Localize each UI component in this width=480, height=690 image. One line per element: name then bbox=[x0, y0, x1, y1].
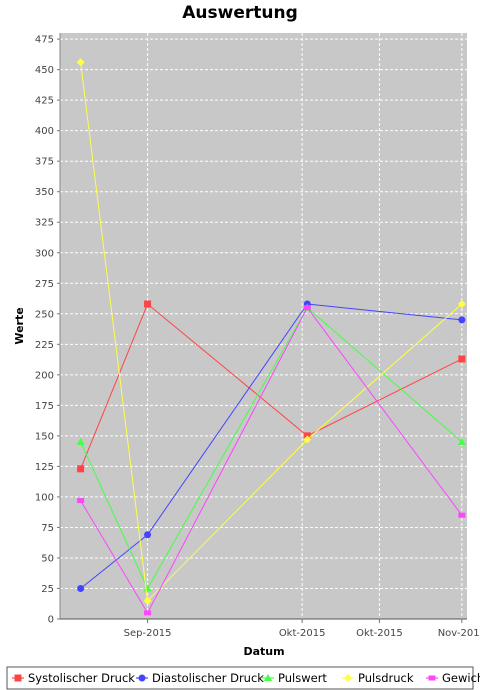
data-point-gewicht bbox=[458, 512, 466, 518]
y-tick-label: 250 bbox=[35, 309, 54, 320]
x-tick-label: Okt-2015 bbox=[279, 628, 326, 639]
series-line-systolischer-druck bbox=[80, 303, 463, 470]
series-line-pulsdruck bbox=[80, 62, 463, 602]
series-layer bbox=[76, 58, 466, 616]
y-tick-label: 275 bbox=[35, 279, 54, 290]
legend-label: Systolischer Druck bbox=[28, 671, 135, 685]
y-tick-label: 25 bbox=[41, 584, 54, 595]
legend-swatch-marker bbox=[344, 674, 352, 682]
legend-swatch-marker bbox=[138, 674, 146, 682]
legend-items: Systolischer Druck Diastolischer Druck Pul… bbox=[12, 671, 480, 685]
legend-label: Gewicht bbox=[442, 671, 480, 685]
y-tick-label: 425 bbox=[35, 96, 54, 107]
legend-item-pulswert: Pulswert bbox=[262, 671, 327, 685]
y-axis-label: Werte bbox=[13, 307, 26, 344]
data-point-pulswert bbox=[76, 437, 85, 445]
data-point-systolischer-druck bbox=[144, 300, 152, 308]
y-tick-label: 0 bbox=[48, 615, 54, 626]
data-point-gewicht bbox=[303, 305, 311, 311]
y-tick-label: 150 bbox=[35, 431, 54, 442]
legend-label: Diastolischer Druck bbox=[152, 671, 264, 685]
series-pulsdruck bbox=[76, 58, 466, 605]
legend-item-diastolischer-druck: Diastolischer Druck bbox=[136, 671, 264, 685]
data-point-diastolischer-druck bbox=[77, 584, 85, 592]
legend-item-gewicht: Gewicht bbox=[426, 671, 480, 685]
y-tick-label: 200 bbox=[35, 370, 54, 381]
y-tick-label: 350 bbox=[35, 187, 54, 198]
data-point-pulswert bbox=[143, 584, 152, 592]
y-tick-label: 475 bbox=[35, 35, 54, 46]
data-point-diastolischer-druck bbox=[458, 316, 466, 324]
series-line-diastolischer-druck bbox=[80, 303, 462, 589]
y-tick-label: 75 bbox=[41, 523, 54, 534]
legend-label: Pulswert bbox=[278, 671, 327, 685]
y-tick-label: 325 bbox=[35, 218, 54, 229]
series-line-pulswert bbox=[80, 306, 463, 590]
data-point-systolischer-druck bbox=[458, 355, 466, 363]
data-point-pulsdruck bbox=[76, 58, 85, 67]
data-point-systolischer-druck bbox=[77, 465, 85, 473]
data-point-pulsdruck bbox=[457, 300, 466, 309]
y-axis: 0 25 50 75 100 125 150 175 200 225 250 275 300 325 350… bbox=[35, 33, 61, 626]
legend bbox=[6, 666, 474, 690]
x-tick-label: Sep-2015 bbox=[124, 628, 172, 639]
data-point-diastolischer-druck bbox=[144, 531, 152, 539]
data-point-gewicht bbox=[77, 498, 85, 504]
y-tick-label: 125 bbox=[35, 462, 54, 473]
legend-swatch-marker bbox=[14, 674, 22, 682]
legend-swatch-marker bbox=[428, 675, 436, 681]
data-point-pulsdruck bbox=[143, 596, 152, 605]
y-tick-label: 50 bbox=[41, 553, 54, 564]
series-line-gewicht bbox=[80, 306, 463, 614]
chart-title: Auswertung bbox=[182, 3, 298, 23]
y-tick-label: 300 bbox=[35, 248, 54, 259]
legend-item-systolischer-druck: Systolischer Druck bbox=[12, 671, 135, 685]
y-tick-label: 400 bbox=[35, 126, 54, 137]
x-tick-label: Nov-2015 bbox=[438, 628, 480, 639]
x-axis: Sep-2015 Okt-2015 Okt-2015 Nov-2015 bbox=[60, 618, 480, 639]
y-tick-label: 450 bbox=[35, 65, 54, 76]
y-tick-label: 225 bbox=[35, 340, 54, 351]
y-tick-label: 175 bbox=[35, 401, 54, 412]
legend-swatch-marker bbox=[264, 674, 272, 681]
y-tick-label: 100 bbox=[35, 492, 54, 503]
x-axis-label: Datum bbox=[243, 645, 284, 658]
legend-label: Pulsdruck bbox=[358, 671, 414, 685]
data-point-pulswert bbox=[457, 437, 466, 445]
data-point-gewicht bbox=[144, 610, 152, 616]
series-gewicht bbox=[77, 305, 466, 616]
data-point-pulsdruck bbox=[303, 435, 312, 444]
x-tick-label: Okt-2015 bbox=[356, 628, 403, 639]
y-tick-label: 375 bbox=[35, 157, 54, 168]
legend-item-pulsdruck: Pulsdruck bbox=[342, 671, 414, 685]
